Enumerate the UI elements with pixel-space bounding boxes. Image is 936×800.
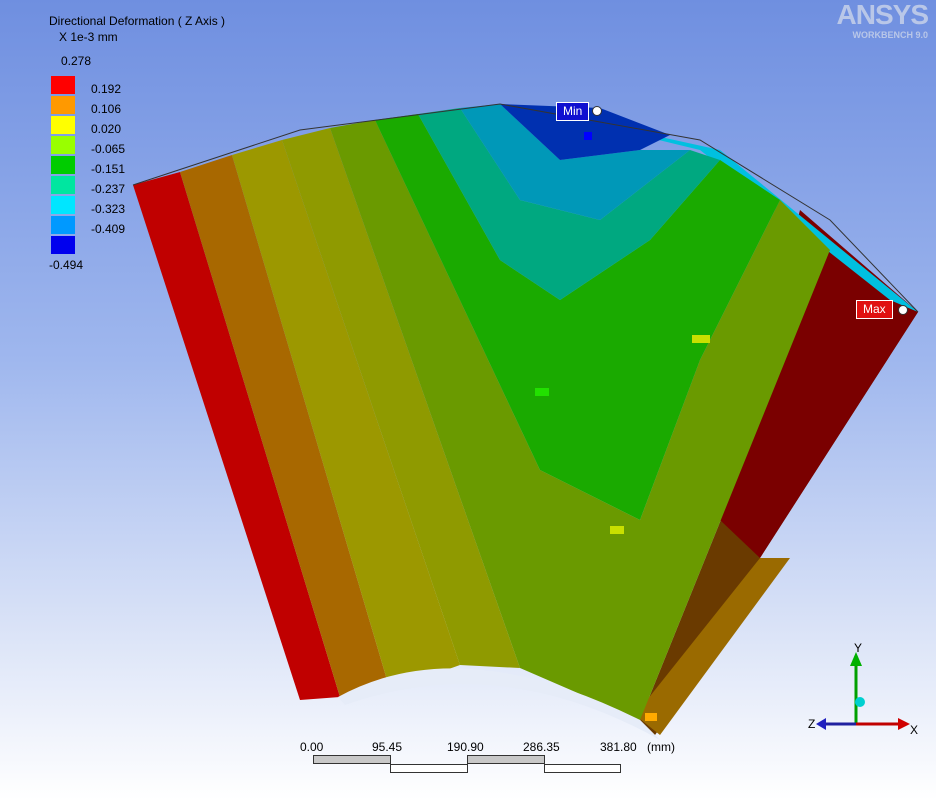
min-marker	[584, 132, 592, 140]
band-red	[133, 172, 340, 700]
ansys-logo: ANSYS WORKBENCH 9.0	[836, 0, 929, 40]
scale-segment	[313, 755, 391, 764]
legend-level-label: -0.323	[91, 202, 126, 216]
legend-level-label: -0.065	[91, 142, 126, 156]
band-olive	[232, 140, 460, 690]
side-face-lower	[635, 558, 790, 735]
legend-level-label: 0.192	[91, 82, 122, 96]
legend-level-label: -0.409	[91, 222, 126, 236]
legend-min-value: -0.494	[49, 258, 84, 272]
x-axis-label: X	[910, 723, 918, 737]
scale-segment	[544, 764, 621, 773]
scale-segment	[390, 764, 468, 773]
min-probe-pin-icon	[592, 106, 602, 116]
band-olive-2	[282, 128, 520, 668]
scale-tick-label: 190.90	[447, 740, 484, 754]
logo-brand: ANSYS	[836, 0, 929, 30]
x-arrow-icon	[898, 718, 910, 730]
band-yellow-green	[330, 120, 830, 720]
legend-swatch	[51, 176, 75, 194]
side-face-red	[720, 210, 918, 558]
scale-segment	[467, 755, 545, 764]
band-cyan	[460, 104, 690, 220]
legend-units: X 1e-3 mm	[59, 30, 118, 44]
max-probe-pin-icon	[898, 305, 908, 315]
z-arrow-icon	[816, 718, 826, 730]
band-orange-brown	[180, 155, 390, 697]
patch-marker	[610, 526, 624, 534]
min-probe-label[interactable]: Min	[556, 102, 590, 121]
triad-center-icon	[855, 697, 865, 707]
scale-unit-label: (mm)	[647, 740, 675, 754]
legend-swatch	[51, 96, 75, 114]
y-arrow-icon	[850, 652, 862, 666]
band-green	[375, 114, 780, 520]
scale-tick-label: 286.35	[523, 740, 560, 754]
legend-swatch	[51, 216, 75, 234]
logo-subtitle: WORKBENCH 9.0	[852, 30, 928, 40]
legend-title: Directional Deformation ( Z Axis )	[49, 14, 226, 28]
legend-swatch	[51, 116, 75, 134]
max-probe-label[interactable]: Max	[856, 300, 893, 319]
patch-marker	[535, 388, 549, 396]
z-axis-label: Z	[808, 717, 815, 731]
patch-marker	[645, 713, 657, 721]
legend-color-bar	[51, 76, 75, 256]
scale-tick-label: 95.45	[372, 740, 403, 754]
scale-tick-label: 381.80	[600, 740, 637, 754]
axis-triad[interactable]: Y X Z	[800, 640, 920, 740]
legend-max-value: 0.278	[61, 54, 92, 68]
outer-arc-edge	[132, 103, 919, 313]
legend-level-label: -0.151	[91, 162, 126, 176]
patch-marker	[692, 335, 710, 343]
legend-level-label: 0.020	[91, 122, 122, 136]
inner-arc	[338, 668, 660, 740]
legend-swatch	[51, 196, 75, 214]
legend-swatch	[51, 156, 75, 174]
band-teal	[418, 108, 720, 300]
legend-swatch	[51, 76, 75, 94]
scale-tick-label: 0.00	[300, 740, 324, 754]
legend-swatch	[51, 136, 75, 154]
legend-swatch	[51, 236, 75, 254]
legend-level-label: 0.106	[91, 102, 122, 116]
scale-bar	[313, 755, 621, 775]
legend-level-label: -0.237	[91, 182, 126, 196]
y-axis-label: Y	[854, 641, 862, 655]
